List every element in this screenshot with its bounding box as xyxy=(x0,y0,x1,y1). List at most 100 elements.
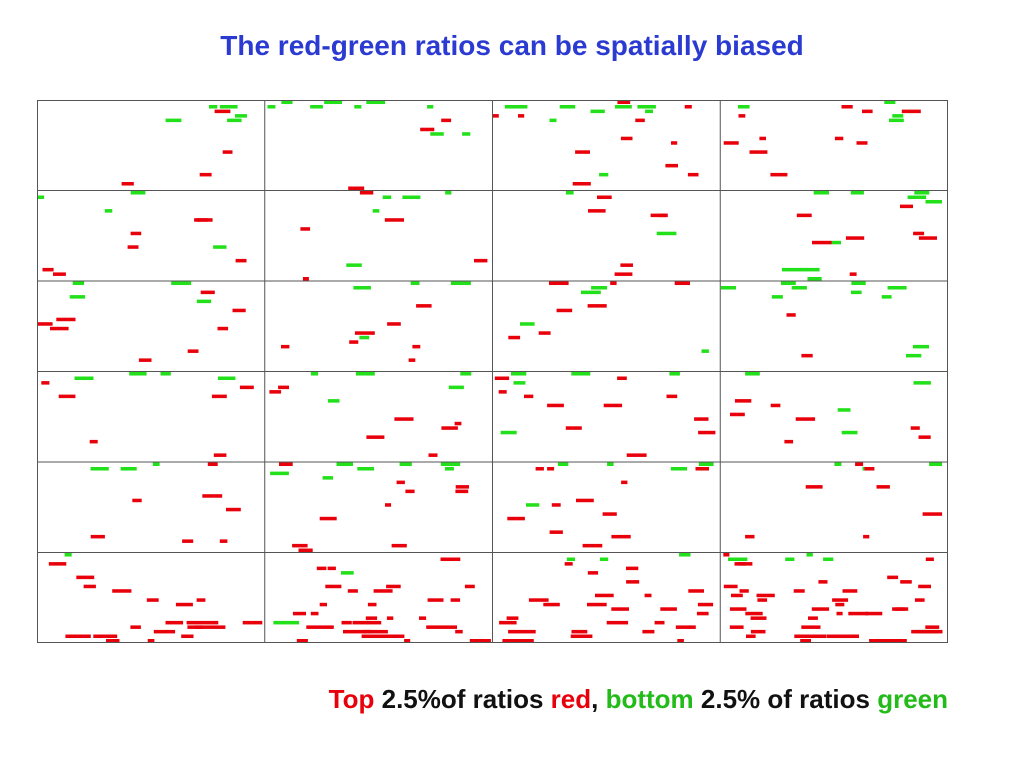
red-ratio-mark xyxy=(918,584,931,589)
caption-bottom-word: bottom xyxy=(605,684,694,714)
green-ratio-mark xyxy=(64,553,72,557)
red-ratio-mark xyxy=(565,426,582,430)
red-ratio-mark xyxy=(310,611,319,616)
red-ratio-mark xyxy=(887,575,899,580)
red-ratio-mark xyxy=(914,598,925,602)
red-ratio-mark xyxy=(502,639,534,643)
red-ratio-mark xyxy=(279,462,293,467)
red-ratio-mark xyxy=(499,620,517,625)
green-ratio-mark xyxy=(366,100,386,105)
green-ratio-mark xyxy=(637,105,656,109)
red-ratio-mark xyxy=(750,629,766,634)
red-ratio-mark xyxy=(684,105,692,109)
red-ratio-mark xyxy=(394,417,414,421)
red-ratio-mark xyxy=(547,403,564,408)
red-ratio-mark xyxy=(723,141,739,145)
red-ratio-mark xyxy=(834,136,844,141)
red-ratio-mark xyxy=(812,240,832,245)
green-ratio-mark xyxy=(213,245,227,249)
red-ratio-mark xyxy=(343,629,372,634)
red-ratio-mark xyxy=(786,313,796,317)
red-ratio-mark xyxy=(235,258,247,263)
green-ratio-mark xyxy=(781,281,796,286)
red-ratio-mark xyxy=(746,634,756,639)
red-ratio-mark xyxy=(211,394,227,399)
green-ratio-mark xyxy=(121,467,137,471)
green-ratio-mark xyxy=(322,476,333,480)
green-ratio-mark xyxy=(720,286,736,290)
red-ratio-mark xyxy=(801,353,813,358)
red-ratio-mark xyxy=(186,620,219,625)
red-ratio-mark xyxy=(428,453,438,457)
red-ratio-mark xyxy=(130,625,141,629)
red-ratio-mark xyxy=(361,634,385,639)
red-ratio-mark xyxy=(849,272,857,276)
red-ratio-mark xyxy=(729,625,744,629)
green-ratio-mark xyxy=(357,467,375,471)
red-ratio-mark xyxy=(187,349,199,353)
red-ratio-mark xyxy=(620,136,633,141)
green-ratio-mark xyxy=(737,105,750,109)
caption: Top 2.5%of ratios red, bottom 2.5% of ra… xyxy=(329,684,948,715)
red-ratio-mark xyxy=(571,629,588,634)
green-ratio-mark xyxy=(892,114,904,118)
red-ratio-mark xyxy=(89,439,98,444)
green-ratio-mark xyxy=(806,553,813,557)
red-ratio-mark xyxy=(518,114,525,118)
red-ratio-mark xyxy=(469,639,491,643)
red-ratio-mark xyxy=(729,607,747,611)
red-ratio-mark xyxy=(306,625,334,629)
red-ratio-mark xyxy=(222,150,233,154)
red-ratio-mark xyxy=(538,331,551,335)
red-ratio-mark xyxy=(341,620,352,625)
red-ratio-mark xyxy=(507,516,525,521)
red-ratio-mark xyxy=(362,629,388,634)
green-ratio-mark xyxy=(450,281,471,286)
green-ratio-mark xyxy=(430,132,444,136)
green-ratio-mark xyxy=(219,105,238,109)
red-ratio-mark xyxy=(278,385,289,390)
red-ratio-mark xyxy=(617,376,627,381)
red-ratio-mark xyxy=(610,281,617,286)
red-ratio-mark xyxy=(508,335,521,340)
red-ratio-mark xyxy=(455,485,469,489)
red-ratio-mark xyxy=(841,105,853,109)
red-ratio-mark xyxy=(734,562,753,566)
red-ratio-mark xyxy=(626,580,640,584)
caption-top-word: Top xyxy=(328,684,375,714)
green-ratio-mark xyxy=(520,322,535,326)
red-ratio-mark xyxy=(805,485,823,489)
green-ratio-mark xyxy=(549,118,557,123)
green-ratio-mark xyxy=(462,132,471,136)
red-ratio-mark xyxy=(528,598,549,602)
red-ratio-mark xyxy=(621,480,628,485)
green-ratio-mark xyxy=(906,353,922,358)
red-ratio-mark xyxy=(319,602,327,607)
green-ratio-mark xyxy=(807,277,822,281)
green-ratio-mark xyxy=(851,290,862,295)
red-ratio-mark xyxy=(226,507,241,512)
red-ratio-mark xyxy=(450,598,461,602)
red-ratio-mark xyxy=(292,543,308,548)
red-ratio-mark xyxy=(396,480,405,485)
green-ratio-mark xyxy=(907,195,927,200)
red-ratio-mark xyxy=(454,421,462,426)
red-ratio-mark xyxy=(65,634,91,639)
red-ratio-mark xyxy=(688,589,704,593)
green-ratio-mark xyxy=(310,105,323,109)
red-ratio-mark xyxy=(913,231,925,236)
red-ratio-mark xyxy=(808,616,818,620)
green-ratio-mark xyxy=(889,118,904,123)
red-ratio-mark xyxy=(575,150,590,154)
green-ratio-mark xyxy=(513,381,526,385)
red-ratio-mark xyxy=(595,593,614,598)
green-ratio-mark xyxy=(557,462,569,467)
caption-text-2: 2.5% of ratios xyxy=(693,684,878,714)
red-ratio-mark xyxy=(386,584,401,589)
green-ratio-mark xyxy=(410,281,420,286)
green-ratio-mark xyxy=(336,462,353,467)
green-ratio-mark xyxy=(745,372,760,376)
green-ratio-mark xyxy=(37,195,45,200)
red-ratio-mark xyxy=(794,634,827,639)
red-ratio-mark xyxy=(127,245,139,249)
